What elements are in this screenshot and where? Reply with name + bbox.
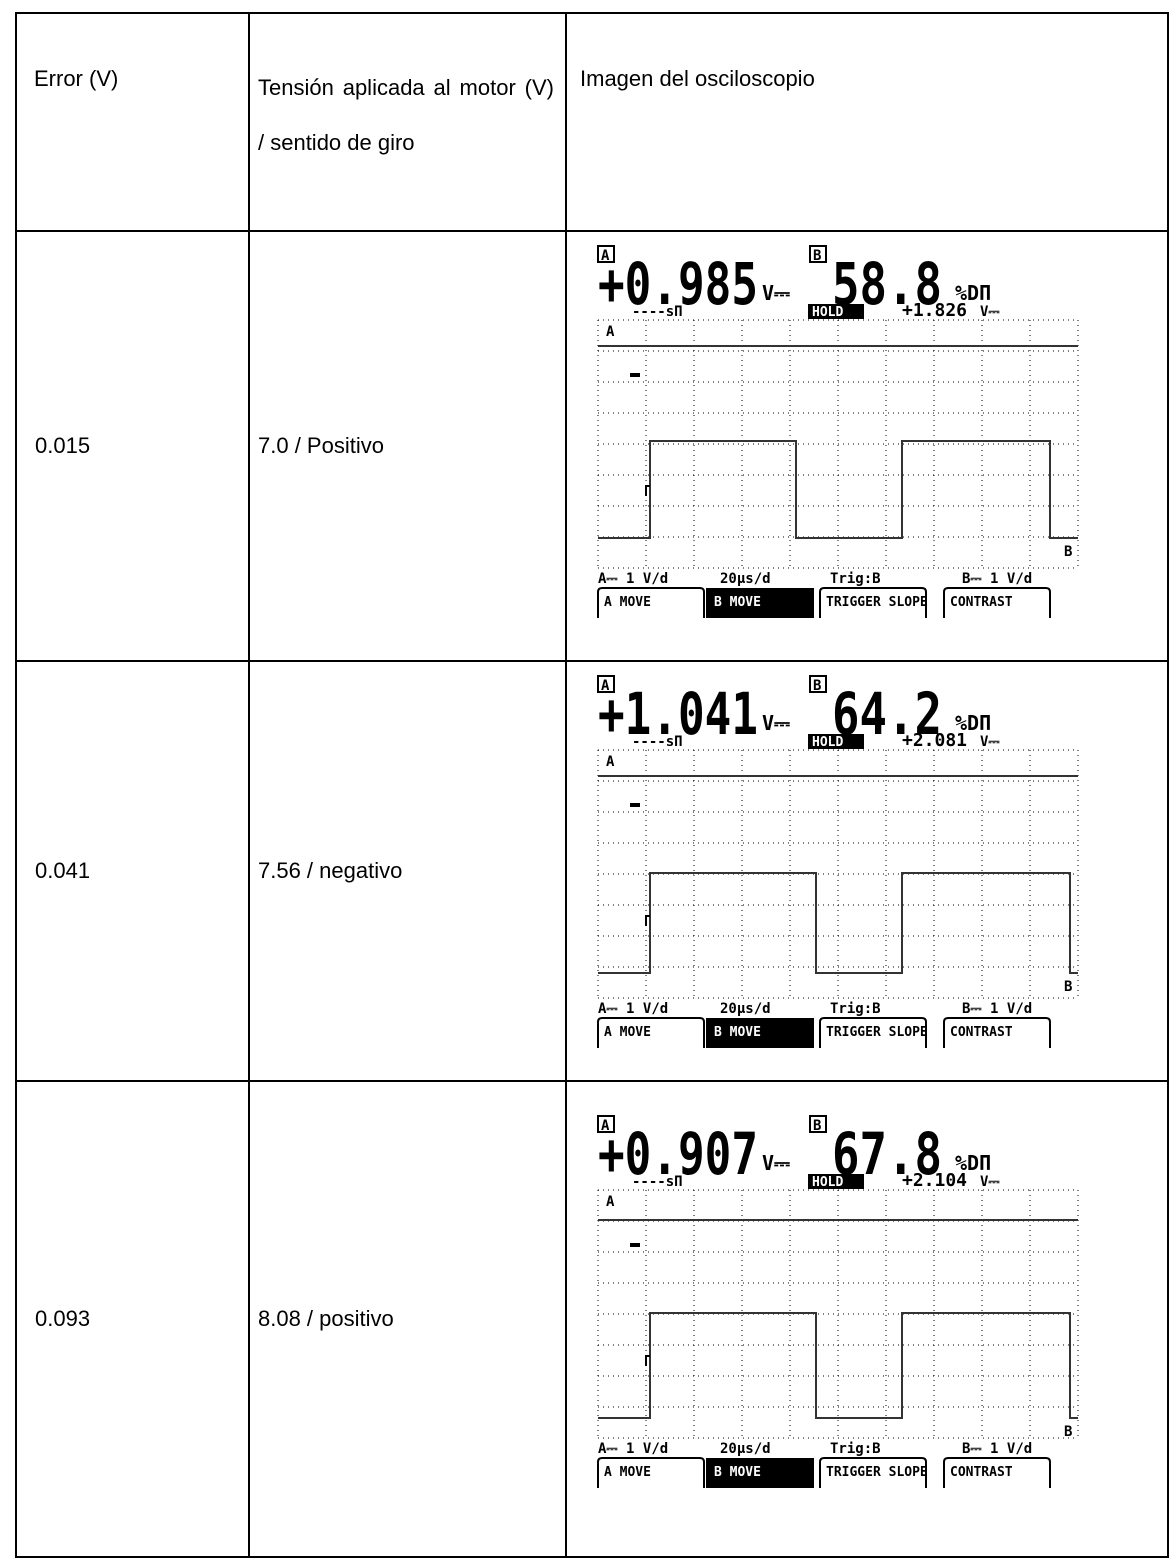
- softkey: A MOVE: [604, 595, 651, 610]
- softkey: A MOVE: [604, 1025, 651, 1040]
- trace-label: B: [1064, 979, 1072, 995]
- footer-label: A⎓ 1 V/d: [598, 1001, 668, 1017]
- softkey: TRIGGER SLOPE: [826, 1465, 928, 1480]
- footer-label: B⎓ 1 V/d: [962, 571, 1032, 587]
- error-cell: 0.041: [17, 662, 248, 1080]
- border: [15, 12, 1169, 14]
- header-cell: Tensión aplicada al motor (V) / sentido …: [258, 60, 554, 170]
- unit: V⎓: [762, 711, 790, 735]
- reading-aux: +2.081: [902, 730, 967, 751]
- error-cell: 0.015: [17, 232, 248, 660]
- error-cell: 0.093: [17, 1082, 248, 1556]
- footer-label: 20µs/d: [720, 1001, 771, 1017]
- trace-label: A: [606, 754, 615, 770]
- voltage-cell: 8.08 / positivo: [250, 1082, 565, 1556]
- softkey: B MOVE: [714, 1025, 761, 1040]
- unit: V⎓: [980, 1174, 1000, 1190]
- softkey: A MOVE: [604, 1465, 651, 1480]
- softkey: TRIGGER SLOPE: [826, 595, 928, 610]
- period: ----sΠ: [632, 1174, 683, 1190]
- border: [1167, 12, 1169, 1558]
- header-cell: Imagen del osciloscopio: [580, 66, 1140, 92]
- header-cell: Error (V): [34, 66, 234, 92]
- trace-label: A: [606, 324, 615, 340]
- footer-label: A⎓ 1 V/d: [598, 571, 668, 587]
- softkey: B MOVE: [714, 1465, 761, 1480]
- reading-aux: +1.826: [902, 300, 967, 321]
- footer-label: Trig:B: [830, 1441, 881, 1457]
- ground-marker: [630, 373, 640, 377]
- unit: V⎓: [980, 734, 1000, 750]
- footer-label: 20µs/d: [720, 1441, 771, 1457]
- voltage-cell: 7.56 / negativo: [250, 662, 565, 1080]
- hold: HOLD: [812, 1175, 843, 1190]
- trace-label: A: [606, 1194, 615, 1210]
- softkey: CONTRAST: [950, 1025, 1013, 1040]
- voltage-cell: 7.0 / Positivo: [250, 232, 565, 660]
- trace-label: B: [1064, 1424, 1072, 1440]
- badge: B: [813, 678, 821, 694]
- reading-aux: +2.104: [902, 1170, 967, 1191]
- hold: HOLD: [812, 735, 843, 750]
- footer-label: Trig:B: [830, 571, 881, 587]
- period: ----sΠ: [632, 304, 683, 320]
- softkey: CONTRAST: [950, 595, 1013, 610]
- ground-marker: [630, 1243, 640, 1247]
- softkey: TRIGGER SLOPE: [826, 1025, 928, 1040]
- footer-label: 20µs/d: [720, 571, 771, 587]
- trace-label: B: [1064, 544, 1072, 560]
- trace-b: [598, 873, 1078, 973]
- badge: B: [813, 1118, 821, 1134]
- softkey: CONTRAST: [950, 1465, 1013, 1480]
- footer-label: Trig:B: [830, 1001, 881, 1017]
- footer-label: B⎓ 1 V/d: [962, 1441, 1032, 1457]
- period: ----sΠ: [632, 734, 683, 750]
- hold: HOLD: [812, 305, 843, 320]
- unit: V⎓: [762, 281, 790, 305]
- badge: B: [813, 248, 821, 264]
- footer-label: B⎓ 1 V/d: [962, 1001, 1032, 1017]
- ground-marker: [630, 803, 640, 807]
- unit: V⎓: [980, 304, 1000, 320]
- border: [565, 12, 567, 1558]
- page: Error (V) Tensión aplicada al motor (V) …: [0, 0, 1170, 1558]
- unit: V⎓: [762, 1151, 790, 1175]
- footer-label: A⎓ 1 V/d: [598, 1441, 668, 1457]
- softkey: B MOVE: [714, 595, 761, 610]
